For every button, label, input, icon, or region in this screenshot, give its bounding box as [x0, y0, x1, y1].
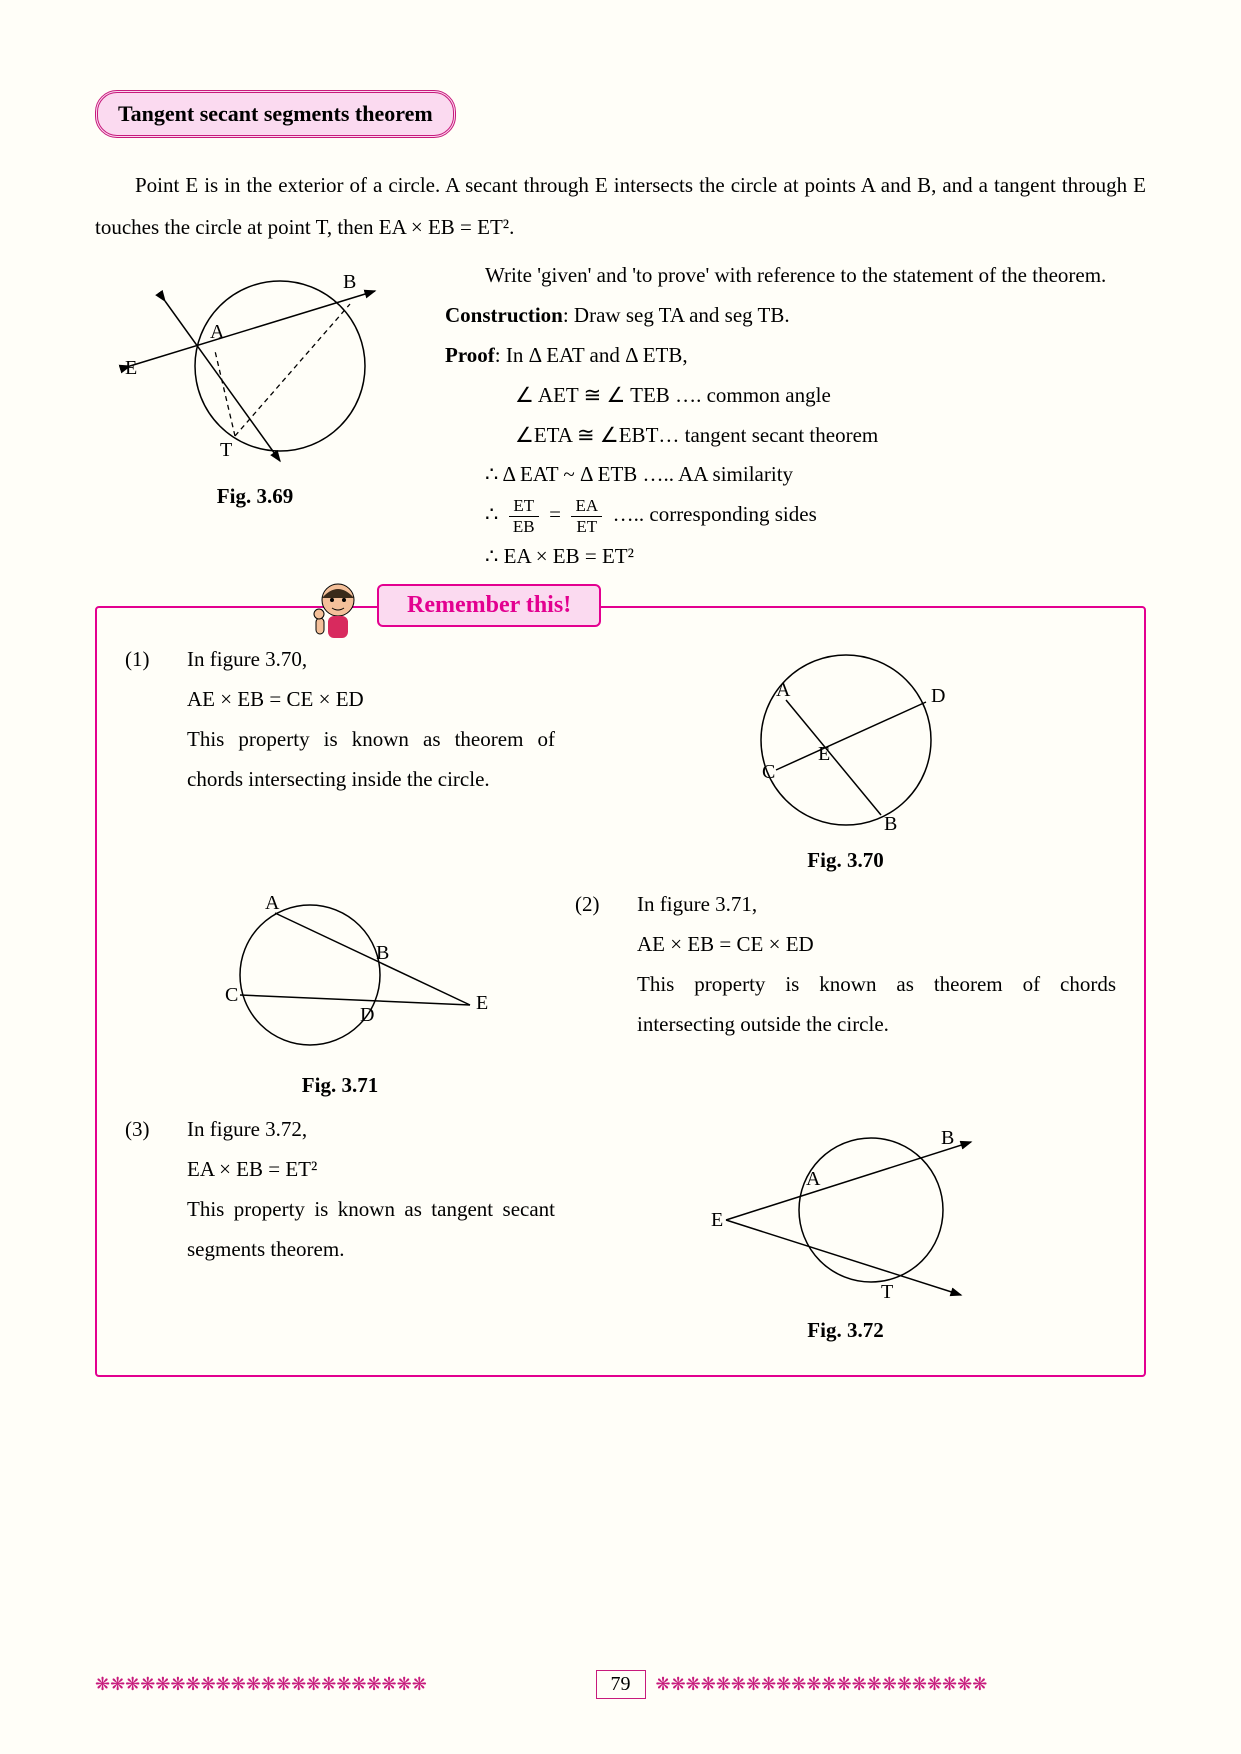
svg-text:A: A	[776, 679, 791, 701]
fig-70-svg: A D C B E	[726, 640, 966, 840]
figure-proof-row: A B E T Fig. 3.69 Write 'given' and 'to …	[95, 256, 1146, 576]
remember-label: Remember this!	[377, 584, 601, 627]
fig-69-container: A B E T Fig. 3.69	[95, 256, 415, 576]
svg-text:E: E	[818, 743, 830, 765]
fig-69-caption: Fig. 3.69	[95, 484, 415, 509]
remember-row-1: (1) In figure 3.70, AE × EB = CE × ED Th…	[125, 640, 1116, 873]
footer-decoration-right: ❋❋❋❋❋❋❋❋❋❋❋❋❋❋❋❋❋❋❋❋❋❋	[656, 1674, 1147, 1695]
fig-72-caption: Fig. 3.72	[575, 1318, 1116, 1343]
intro-paragraph: Point E is in the exterior of a circle. …	[95, 164, 1146, 248]
fig-71-caption: Fig. 3.71	[125, 1073, 555, 1098]
svg-text:B: B	[941, 1127, 954, 1149]
construction-line: Construction: Draw seg TA and seg TB.	[445, 296, 1146, 336]
proof-step-4: ∴ ETEB = EAET ….. corresponding sides	[485, 495, 1146, 536]
svg-text:T: T	[220, 439, 232, 461]
proof-text: Write 'given' and 'to prove' with refere…	[445, 256, 1146, 576]
proof-step-5: ∴ EA × EB = ET²	[485, 537, 1146, 577]
remember-item-2: (2) In figure 3.71, AE × EB = CE × ED Th…	[575, 885, 1116, 1045]
proof-step-2: ∠ETA ≅ ∠EBT… tangent secant theorem	[515, 416, 1146, 456]
footer-decoration-left: ❋❋❋❋❋❋❋❋❋❋❋❋❋❋❋❋❋❋❋❋❋❋	[95, 1674, 586, 1695]
svg-text:A: A	[210, 321, 225, 343]
svg-text:B: B	[884, 813, 897, 835]
page-footer: ❋❋❋❋❋❋❋❋❋❋❋❋❋❋❋❋❋❋❋❋❋❋ 79 ❋❋❋❋❋❋❋❋❋❋❋❋❋❋…	[95, 1670, 1146, 1699]
svg-text:C: C	[762, 761, 775, 783]
svg-text:B: B	[376, 942, 389, 964]
theorem-title-box: Tangent secant segments theorem	[95, 90, 456, 138]
fraction-2: EAET	[571, 496, 602, 536]
svg-text:A: A	[265, 892, 280, 914]
remember-row-2: A B C D E Fig. 3.71 (2) In figure 3.71, …	[125, 885, 1116, 1098]
fraction-1: ETEB	[509, 496, 539, 536]
svg-text:B: B	[343, 271, 356, 293]
proof-step-3: ∴ Δ EAT ~ Δ ETB ….. AA similarity	[485, 455, 1146, 495]
fig-71-svg: A B C D E	[190, 885, 490, 1065]
svg-text:C: C	[225, 984, 238, 1006]
textbook-page: Tangent secant segments theorem Point E …	[0, 0, 1241, 1754]
proof-intro-line: Proof: In Δ EAT and Δ ETB,	[445, 336, 1146, 376]
remember-box: Remember this! (1) In figure 3.70, AE × …	[95, 606, 1146, 1377]
svg-text:D: D	[360, 1004, 374, 1026]
fig-70-caption: Fig. 3.70	[575, 848, 1116, 873]
svg-text:T: T	[881, 1281, 893, 1303]
fig-72-svg: A B E T	[701, 1110, 991, 1310]
proof-step-1: ∠ AET ≅ ∠ TEB …. common angle	[515, 376, 1146, 416]
remember-row-3: (3) In figure 3.72, EA × EB = ET² This p…	[125, 1110, 1116, 1343]
remember-item-3: (3) In figure 3.72, EA × EB = ET² This p…	[125, 1110, 555, 1270]
cartoon-child-icon	[302, 572, 374, 644]
proof-instruction: Write 'given' and 'to prove' with refere…	[445, 256, 1146, 296]
svg-text:D: D	[931, 685, 945, 707]
svg-text:E: E	[125, 357, 137, 379]
fig-69-svg: A B E T	[105, 256, 405, 476]
page-number: 79	[596, 1670, 646, 1699]
svg-text:E: E	[476, 992, 488, 1014]
svg-text:A: A	[806, 1168, 821, 1190]
remember-item-1: (1) In figure 3.70, AE × EB = CE × ED Th…	[125, 640, 555, 800]
svg-text:E: E	[711, 1209, 723, 1231]
